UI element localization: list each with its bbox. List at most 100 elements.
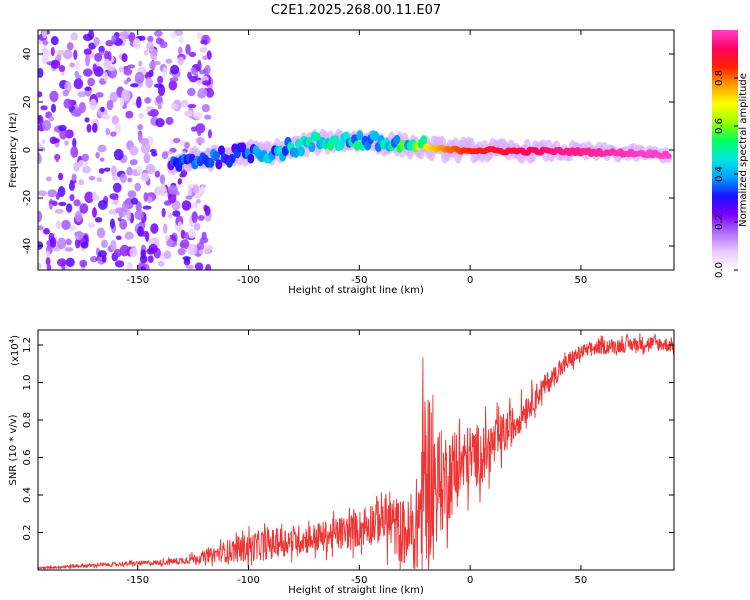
spectrogram-ridge-cell (281, 145, 289, 156)
spectrogram-noise-cell (73, 49, 78, 60)
spectrogram-noise-cell (126, 77, 131, 83)
spectrogram-noise-cell (205, 263, 212, 270)
spectrogram-noise-cell (143, 192, 149, 202)
snr-scale-prefix: (x10 (10, 343, 21, 366)
spectrogram-ridge-cell (212, 151, 220, 162)
spectrogram-noise-cell (184, 231, 189, 240)
spectrogram-noise-cell (148, 243, 158, 253)
spectrogram-noise-cell (38, 262, 42, 269)
spectrogram-noise-cell (146, 196, 153, 204)
spectrogram-noise-cell (50, 103, 57, 113)
spectrogram-noise-cell (84, 117, 90, 123)
spectrogram-noise-cell (78, 179, 85, 186)
spectrogram-noise-cell (41, 56, 49, 64)
spectrogram-noise-cell (150, 48, 158, 61)
spectrogram-ytick-label: 20 (22, 96, 33, 109)
spectrogram-noise-cell (195, 199, 201, 204)
spectrogram-noise-cell (187, 186, 192, 199)
spectrogram-noise-cell (109, 218, 115, 229)
spectrogram-noise-cell (79, 259, 88, 268)
spectrogram-noise-cell (42, 30, 47, 39)
spectrogram-xtick-label: 0 (467, 275, 473, 286)
spectrogram-noise-cell (181, 200, 192, 211)
colorbar-tick-label: 0.6 (714, 118, 725, 134)
spectrogram-noise-cell (92, 122, 98, 133)
spectrogram-noise-cell (138, 35, 146, 41)
spectrogram-noise-cell (134, 209, 144, 221)
spectrogram-noise-cell (38, 241, 44, 250)
spectrogram-noise-cell (145, 77, 154, 89)
spectrogram-ytick-label: -40 (22, 238, 33, 254)
spectrogram-noise-cell (127, 190, 137, 199)
spectrogram-noise-cell (124, 231, 134, 240)
spectrogram-noise-cell (86, 123, 92, 133)
spectrogram-noise-cell (202, 80, 212, 86)
snr-xtick-label: 0 (467, 575, 473, 586)
spectrogram-noise-cell (63, 98, 73, 109)
spectrogram-noise-cell (154, 170, 161, 178)
spectrogram-ridge-cell (292, 147, 300, 158)
spectrogram-noise-cell (157, 75, 164, 85)
spectrogram-noise-cell (130, 83, 139, 88)
spectrogram-noise-cell (136, 165, 143, 174)
snr-ylabel: SNR (10 * v/v) (8, 414, 19, 485)
spectrogram-noise-cell (202, 55, 208, 61)
spectrogram-ridge-cell (353, 140, 361, 151)
spectrogram-noise-cell (109, 209, 116, 215)
spectrogram-noise-cell (167, 212, 173, 219)
spectrogram-noise-cell (82, 68, 93, 77)
spectrogram-noise-cell (130, 197, 139, 205)
snr-ytick-label: 0.6 (22, 450, 33, 466)
spectrogram-noise-cell (204, 64, 211, 75)
spectrogram-noise-cell (98, 168, 105, 174)
spectrogram-noise-cell (140, 142, 151, 154)
spectrogram-noise-cell (168, 184, 178, 195)
spectrogram-noise-cell (105, 39, 114, 47)
spectrogram-noise-cell (193, 201, 199, 208)
chart-title: C2E1.2025.268.00.11.E07 (271, 3, 441, 18)
spectrogram-noise-cell (119, 244, 130, 257)
spectrogram-noise-cell (111, 165, 117, 177)
spectrogram-ytick-label: -20 (22, 190, 33, 206)
snr-series-path (38, 333, 674, 570)
spectrogram-noise-cell (201, 104, 210, 113)
snr-xlabel: Height of straight line (km) (288, 585, 424, 596)
spectrogram-noise-cell (46, 264, 52, 270)
spectrogram-noise-cell (113, 248, 122, 258)
spectrogram-noise-cell (74, 71, 80, 77)
spectrogram-noise-cell (121, 53, 128, 63)
spectrogram-noise-cell (42, 120, 52, 131)
snr-scale-exponent: 4 (8, 338, 16, 343)
spectrogram-noise-cell (205, 87, 215, 98)
spectrogram-noise-cell (184, 109, 193, 117)
spectrogram-noise-cell (111, 115, 119, 125)
spectrogram-noise-cell (173, 137, 181, 144)
spectrogram-noise-cell (79, 203, 89, 214)
spectrogram-noise-cell (81, 241, 89, 249)
spectrogram-noise-cell (103, 58, 111, 69)
spectrogram-noise-cell (96, 227, 106, 239)
spectrogram-noise-cell (119, 173, 127, 184)
snr-scale-label: (x104) (8, 335, 21, 366)
spectrogram-noise-cell (170, 32, 177, 39)
spectrogram-noise-cell (126, 209, 132, 222)
spectrogram-noise-cell (92, 63, 98, 73)
spectrogram-heatmap (38, 30, 673, 270)
spectrogram-noise-cell (144, 97, 152, 104)
spectrogram-noise-cell (88, 175, 96, 181)
spectrogram-noise-cell (201, 231, 207, 241)
spectrogram-noise-cell (65, 203, 73, 213)
spectrogram-noise-cell (70, 146, 79, 158)
spectrogram-noise-cell (187, 71, 192, 80)
spectrogram-noise-cell (206, 50, 212, 60)
spectrogram-noise-cell (45, 176, 52, 182)
snr-xtick-label: -50 (351, 575, 367, 586)
spectrogram-noise-cell (129, 145, 139, 156)
snr-axes: -150 -100 -50 0 50 0.2 0.4 0.6 0.8 1.0 1.2 (22, 330, 674, 586)
spectrogram-noise-cell (73, 162, 80, 172)
spectrogram-xlabel: Height of straight line (km) (288, 285, 424, 296)
spectrogram-ylabel: Frequency (Hz) (8, 112, 19, 188)
spectrogram-xtick-label: 50 (575, 275, 588, 286)
spectrogram-noise-cell (89, 98, 97, 111)
